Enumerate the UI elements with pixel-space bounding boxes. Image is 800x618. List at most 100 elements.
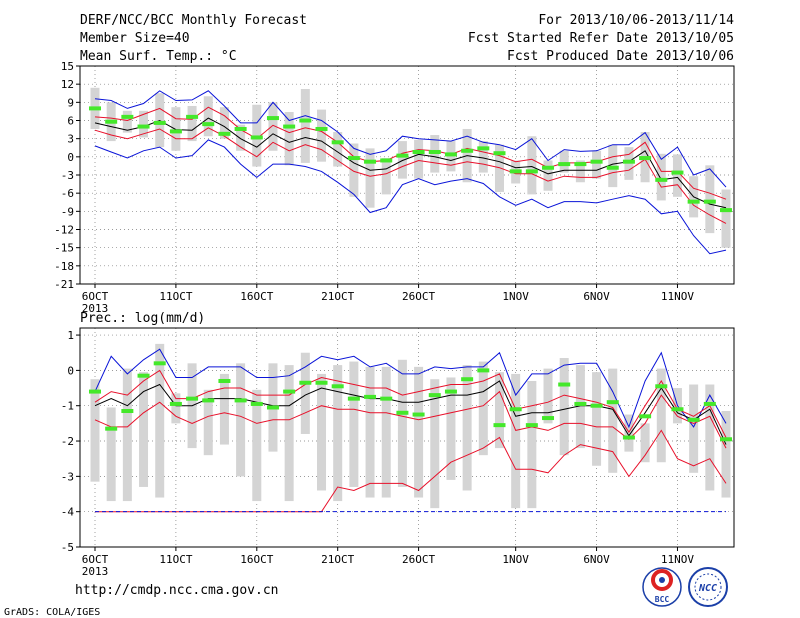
prec-ens-mark: [590, 403, 603, 408]
prec-ytick-label: -5: [61, 541, 74, 554]
prec-ens-mark: [655, 384, 668, 389]
prec-box: [575, 365, 585, 449]
prec-ens-mark: [266, 405, 279, 410]
prec-ens-mark: [234, 398, 247, 403]
temp-ens-mark: [299, 118, 312, 123]
prec-grid: [80, 328, 734, 547]
prec-ens-mark: [169, 401, 182, 406]
temp-box: [705, 165, 715, 234]
prec-ens-mark: [105, 426, 118, 431]
temp-year-label: 2013: [82, 302, 109, 315]
prec-box: [543, 368, 553, 424]
prec-box: [236, 363, 246, 477]
prec-box: [430, 379, 440, 509]
prec-year-label: 2013: [82, 565, 109, 578]
temp-box: [236, 124, 246, 151]
prec-ytick-label: 1: [67, 329, 74, 342]
prec-box: [640, 423, 650, 463]
member-size-label: Member Size=40: [80, 31, 190, 46]
temp-ens-mark: [283, 124, 296, 129]
temp-ens-mark: [720, 208, 732, 213]
temp-box: [494, 144, 504, 192]
fcst-started-label: Fcst Started Refer Date 2013/10/05: [468, 31, 734, 46]
temp-box: [139, 110, 149, 138]
prec-box: [511, 373, 521, 509]
temp-xtick-label: 16OCT: [240, 290, 273, 303]
prec-frame: [79, 327, 735, 548]
temp-ytick-label: 15: [61, 60, 74, 73]
prec-ytick-label: -1: [61, 400, 74, 413]
prec-box: [252, 389, 262, 502]
temp-box: [333, 132, 343, 167]
prec-median-line: [94, 380, 727, 445]
temp-ens-mark: [590, 159, 603, 164]
temp-ytick-label: -6: [61, 187, 74, 200]
ncc-logo: NCC: [688, 567, 728, 607]
prec-xtick-label: 6OCT: [82, 553, 109, 566]
temp-ens-mark: [542, 165, 555, 170]
temp-q1-line: [94, 127, 727, 224]
temp-xtick-label: 1NOV: [502, 290, 529, 303]
prec-box: [689, 384, 699, 473]
prec-ens-mark: [218, 378, 231, 383]
prec-ens-mark: [542, 416, 555, 421]
temp-xtick-label: 6NOV: [583, 290, 610, 303]
prec-ens-mark: [525, 423, 538, 428]
temp-ens-mark: [477, 146, 490, 151]
bcc-logo-text: BCC: [655, 595, 670, 604]
prec-box: [494, 372, 504, 449]
temp-min-line: [94, 139, 727, 255]
temp-box: [656, 153, 666, 201]
temp-frame: [79, 65, 735, 285]
prec-ens-mark: [331, 384, 344, 389]
prec-ens-mark: [493, 423, 506, 428]
prec-box: [446, 377, 456, 480]
prec-box: [414, 366, 424, 498]
prec-xtick-label: 1NOV: [502, 553, 529, 566]
temp-ens-mark: [444, 152, 457, 157]
prec-ens-mark: [428, 393, 441, 398]
temp-ens-mark: [428, 149, 441, 154]
prec-ens-mark: [121, 409, 134, 414]
prec-ens-mark: [186, 396, 199, 401]
temp-ens-mark: [234, 126, 247, 131]
temp-box: [527, 136, 537, 195]
prec-ens-mark: [396, 410, 409, 415]
temp-box: [381, 158, 391, 195]
prec-ens-mark: [315, 380, 328, 385]
temp-ytick-label: -21: [54, 278, 74, 291]
temp-box: [592, 150, 602, 179]
prec-ens-mark: [347, 396, 360, 401]
temp-ens-mark: [412, 149, 425, 154]
prec-ens-mark: [202, 398, 215, 403]
temp-ens-mark: [218, 131, 231, 136]
prec-ens-mark: [444, 389, 457, 394]
prec-box: [397, 359, 407, 487]
bcc-logo: BCC: [642, 567, 682, 607]
temp-box: [721, 189, 731, 248]
temp-ens-mark: [169, 129, 182, 134]
prec-ens-mark: [364, 394, 377, 399]
prec-xtick-label: 26OCT: [402, 553, 435, 566]
temp-ytick-label: 12: [61, 78, 74, 91]
prec-ens-mark: [703, 401, 716, 406]
temp-ens-mark: [671, 170, 684, 175]
prec-q1-line: [94, 390, 727, 449]
temp-xtick-label: 11OCT: [159, 290, 192, 303]
prec-box: [284, 365, 294, 502]
prec-ens-mark: [412, 412, 425, 417]
grads-credit: GrADS: COLA/IGES: [4, 607, 100, 618]
temp-ens-mark: [121, 114, 134, 119]
prec-box: [219, 373, 229, 445]
forecast-range-label: For 2013/10/06-2013/11/14: [538, 13, 734, 28]
prec-box: [462, 365, 472, 491]
prec-xtick-label: 6NOV: [583, 553, 610, 566]
prec-ytick-label: -3: [61, 470, 74, 483]
prec-xtick-label: 11NOV: [661, 553, 694, 566]
temperature-panel-title: Mean Surf. Temp.: °C: [80, 49, 237, 64]
prec-box: [527, 380, 537, 509]
prec-box: [317, 373, 327, 491]
temp-ens-mark: [380, 158, 393, 163]
prec-ens-mark: [558, 382, 571, 387]
